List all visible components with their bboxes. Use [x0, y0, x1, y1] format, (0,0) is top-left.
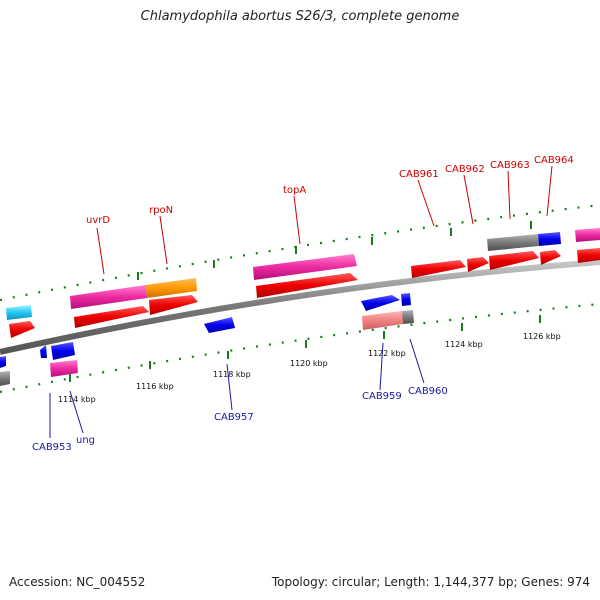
kbp-label: 1116 kbp: [136, 382, 174, 391]
gene-topA[interactable]: [253, 254, 357, 280]
leader-line-CAB961: [417, 179, 435, 227]
gene-CAB961[interactable]: [411, 260, 466, 278]
gene-CAB962[interactable]: [467, 257, 489, 272]
gene-CAB960[interactable]: [401, 293, 411, 306]
kbp-label: 1122 kbp: [368, 349, 406, 358]
gene-gray-feature[interactable]: [0, 371, 10, 386]
leader-line-CAB963: [507, 170, 511, 220]
gene-pink-feature[interactable]: [575, 228, 600, 242]
gene-label-CAB959[interactable]: CAB959: [362, 391, 402, 402]
gene-CAB959[interactable]: [361, 295, 400, 311]
forward-gene-track: [6, 228, 600, 338]
gene-label-CAB962[interactable]: CAB962: [445, 164, 485, 175]
leader-line-CAB962: [463, 174, 474, 225]
kbp-label: 1126 kbp: [523, 332, 561, 341]
gene-label-CAB963[interactable]: CAB963: [490, 160, 530, 171]
leader-line-CAB964: [546, 165, 553, 217]
gene-red-arrow[interactable]: [9, 321, 35, 338]
gene-gray-feature[interactable]: [402, 310, 414, 324]
gene-red-arrow[interactable]: [74, 306, 149, 328]
gene-cyan-feature[interactable]: [6, 305, 32, 320]
accession-text: Accession: NC_004552: [9, 575, 146, 589]
gene-label-CAB960[interactable]: CAB960: [408, 386, 448, 397]
leader-line-CAB959: [379, 342, 384, 391]
leader-line-CAB957: [226, 363, 233, 411]
gene-label-topA[interactable]: topA: [283, 185, 306, 196]
gene-blue-arrow[interactable]: [0, 356, 6, 368]
gene-blue-feature[interactable]: [538, 232, 561, 246]
gene-label-CAB961[interactable]: CAB961: [399, 169, 439, 180]
gene-rpoN[interactable]: [146, 278, 197, 298]
gene-salmon-feature[interactable]: [362, 311, 403, 330]
map-title: Chlamydophila abortus S26/3, complete ge…: [140, 9, 460, 24]
leader-line-uvrD: [96, 227, 105, 275]
gene-CAB963[interactable]: [489, 251, 539, 270]
gene-blue-arrow[interactable]: [40, 345, 47, 358]
gene-uvrD[interactable]: [70, 285, 147, 309]
gene-label-uvrD[interactable]: uvrD: [86, 215, 110, 226]
leader-line-topA: [293, 195, 301, 245]
kbp-label: 1118 kbp: [213, 370, 251, 379]
kbp-label: 1120 kbp: [290, 359, 328, 368]
gene-red-arrow[interactable]: [149, 295, 198, 315]
gene-gray-feature[interactable]: [487, 234, 539, 251]
gene-label-CAB953[interactable]: CAB953: [32, 442, 72, 453]
genome-summary-text: Topology: circular; Length: 1,144,377 bp…: [271, 575, 590, 589]
kbp-label: 1114 kbp: [58, 395, 96, 404]
gene-blue-arrow[interactable]: [51, 342, 75, 360]
gene-label-CAB964[interactable]: CAB964: [534, 155, 574, 166]
leader-line-rpoN: [159, 215, 168, 265]
kbp-label: 1124 kbp: [445, 340, 483, 349]
gene-CAB957[interactable]: [204, 317, 235, 333]
gene-red-arrow[interactable]: [577, 248, 600, 263]
gene-CAB964[interactable]: [540, 250, 561, 265]
gene-red-arrow[interactable]: [256, 273, 358, 298]
genome-backbone: [0, 259, 600, 355]
gene-label-rpoN[interactable]: rpoN: [149, 205, 173, 216]
gene-label-ung[interactable]: ung: [76, 435, 95, 446]
leader-line-CAB960: [409, 338, 425, 384]
reverse-gene-track: [0, 293, 414, 386]
gene-pink-feature[interactable]: [50, 360, 78, 377]
leader-line-ung: [69, 390, 84, 434]
gene-label-CAB957[interactable]: CAB957: [214, 412, 254, 423]
